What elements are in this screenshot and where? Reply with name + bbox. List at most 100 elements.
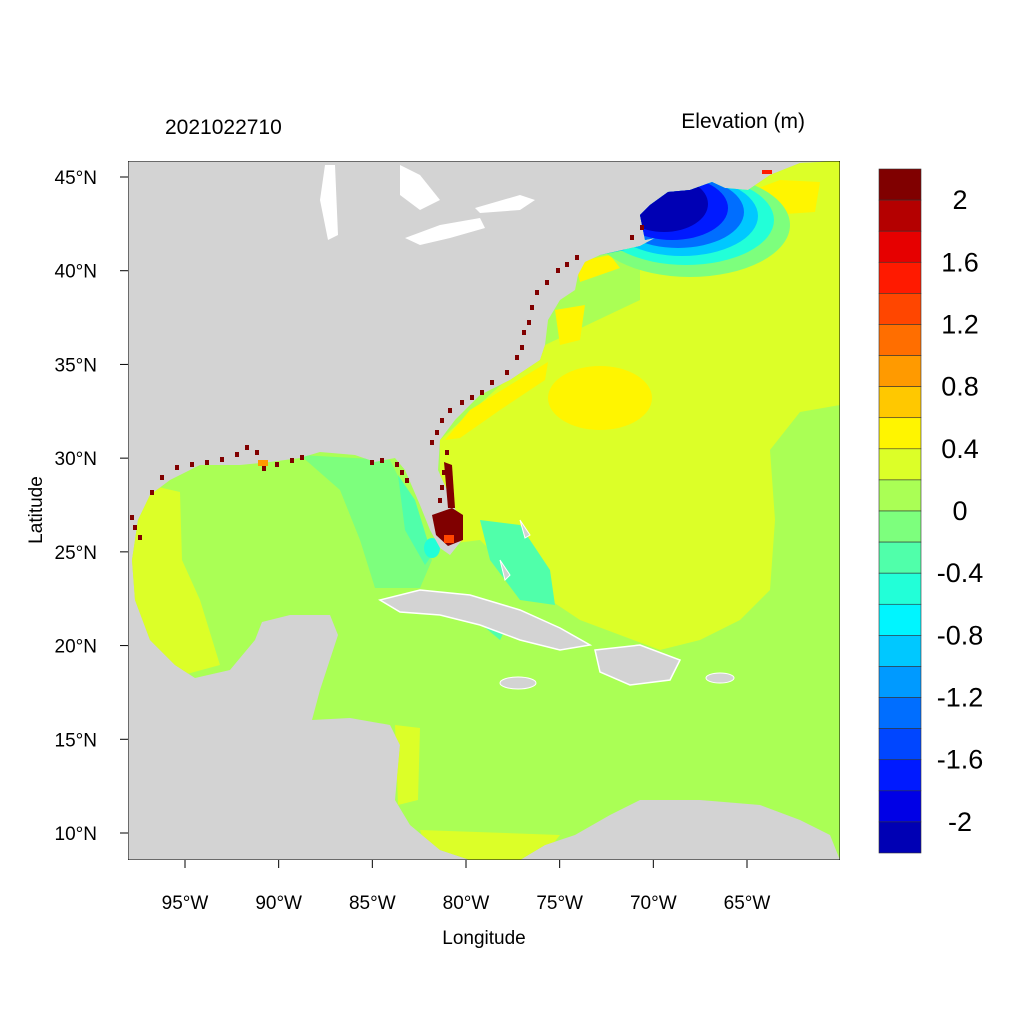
inundation-dot	[460, 400, 464, 405]
colorbar-box	[878, 199, 922, 232]
x-tick-label: 80°W	[443, 893, 490, 914]
x-tick-label: 65°W	[724, 893, 771, 914]
inundation-dot	[262, 466, 266, 471]
colorbar-label: 0	[952, 496, 967, 526]
y-tick-label: 20°N	[55, 637, 97, 658]
inundation-dot	[440, 485, 444, 490]
offshore-high	[548, 366, 652, 430]
inundation-dot	[556, 268, 560, 273]
colorbar-box	[878, 510, 922, 543]
colorbar-box	[878, 541, 922, 574]
inundation-dot	[175, 465, 179, 470]
florida-tip-high	[444, 535, 454, 543]
colorbar-label: -2	[948, 807, 972, 837]
colorbar-box	[878, 479, 922, 512]
colorbar-label: 1.2	[941, 309, 979, 339]
inundation-dot	[370, 460, 374, 465]
inundation-dot	[400, 470, 404, 475]
x-tick-label: 90°W	[255, 893, 302, 914]
inundation-dot	[300, 455, 304, 460]
colorbar-label: 0.4	[941, 434, 979, 464]
colorbar-box	[878, 168, 922, 201]
colorbar-box	[878, 572, 922, 605]
bahamas-islands	[499, 519, 531, 581]
colorbar-box	[878, 261, 922, 294]
inundation-dot	[133, 525, 137, 530]
y-tick-label: 25°N	[55, 543, 97, 564]
colorbar-label: -0.4	[937, 558, 984, 588]
inundation-dot	[440, 418, 444, 423]
x-tick-label: 75°W	[536, 893, 583, 914]
variable-title: Elevation (m)	[681, 110, 805, 133]
inundation-dot	[138, 535, 142, 540]
south-caribbean-shelf	[420, 830, 560, 860]
x-axis-label: Longitude	[442, 928, 525, 949]
y-tick-label: 45°N	[55, 168, 97, 189]
hatteras-high	[555, 305, 585, 345]
inundation-dot	[575, 255, 579, 260]
jamaica	[499, 676, 537, 690]
colorbar-box	[878, 759, 922, 792]
lake-huron	[400, 165, 440, 210]
colorbar-box	[878, 448, 922, 481]
y-tick-label: 10°N	[55, 824, 97, 845]
colorbar-box	[878, 697, 922, 729]
florida-shelf	[300, 455, 432, 588]
inundation-dot	[565, 262, 569, 267]
colorbar-box	[878, 355, 922, 387]
colorbar-box	[878, 230, 922, 263]
inundation-dot	[535, 290, 539, 295]
inundation-dot	[640, 225, 644, 230]
inundation-dot	[448, 408, 452, 413]
puerto-rico	[705, 672, 735, 684]
colorbar-label: -1.6	[937, 745, 984, 775]
western-gulf-region	[132, 480, 220, 690]
colorbar: 2 1.6 1.2 0.8 0.4 0 -0.4 -0.8 -1.2 -1.6 -2	[878, 168, 984, 854]
colorbar-label: -1.2	[937, 683, 984, 713]
inundation-dot	[380, 458, 384, 463]
colorbar-label: 1.6	[941, 247, 979, 277]
coastal-inundation-dots	[130, 170, 772, 540]
y-axis-ticks: 45°N 40°N 35°N 30°N 25°N 20°N 15°N 10°N	[55, 168, 128, 845]
lake-ontario	[475, 195, 535, 213]
inundation-dot	[205, 460, 209, 465]
lake-michigan	[320, 165, 338, 240]
inundation-dot	[275, 462, 279, 467]
y-tick-label: 40°N	[55, 262, 97, 283]
inundation-dot	[505, 370, 509, 375]
southeast-coastal-high	[445, 362, 548, 440]
inundation-dot	[290, 458, 294, 463]
inundation-dot	[220, 457, 224, 462]
inundation-dot	[480, 390, 484, 395]
colorbar-box	[878, 635, 922, 667]
inundation-dot	[515, 355, 519, 360]
inundation-dot	[630, 235, 634, 240]
central-america-shelf	[395, 725, 420, 805]
colorbar-box	[878, 603, 922, 636]
colorbar-label: 2	[952, 185, 967, 215]
inundation-dot	[405, 478, 409, 483]
colorbar-box	[878, 324, 922, 356]
inundation-dot	[395, 462, 399, 467]
bahamas-bank	[480, 520, 555, 605]
timestamp-title: 2021022710	[165, 116, 282, 139]
colorbar-box	[878, 666, 922, 698]
colorbar-box	[878, 728, 922, 761]
x-axis-ticks: 95°W 90°W 85°W 80°W 75°W 70°W 65°W	[162, 860, 771, 914]
inundation-dot	[438, 498, 442, 503]
florida-bay-low	[424, 538, 440, 558]
inundation-dot	[545, 280, 549, 285]
map-area	[128, 161, 840, 860]
x-tick-label: 95°W	[162, 893, 209, 914]
inundation-dot	[190, 462, 194, 467]
inundation-dot	[235, 452, 239, 457]
y-tick-label: 35°N	[55, 355, 97, 376]
y-tick-label: 30°N	[55, 449, 97, 470]
inundation-dot	[130, 515, 134, 520]
inundation-dot	[430, 440, 434, 445]
inundation-dot	[445, 450, 449, 455]
colorbar-label: 0.8	[941, 372, 979, 402]
x-tick-label: 85°W	[349, 893, 396, 914]
inundation-dot	[435, 430, 439, 435]
